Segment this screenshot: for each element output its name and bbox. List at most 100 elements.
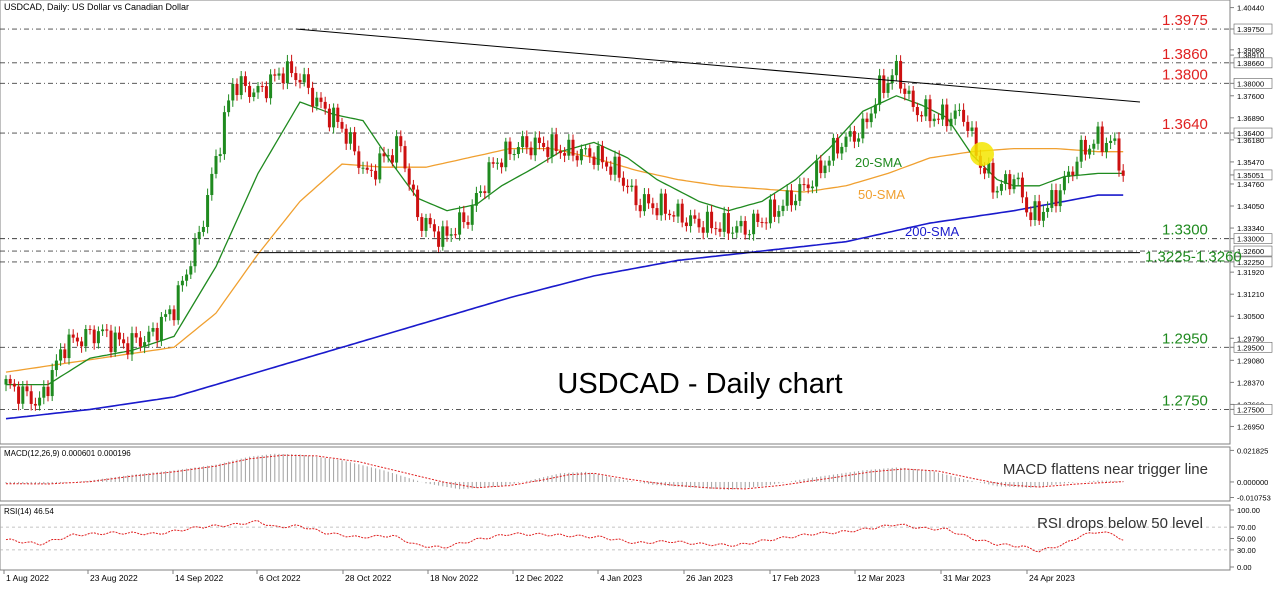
bear-candle: [340, 121, 344, 129]
bull-candle: [1012, 179, 1016, 190]
bull-candle: [441, 226, 445, 247]
bull-candle: [512, 154, 516, 156]
bear-candle: [500, 162, 504, 168]
bear-candle: [432, 224, 436, 232]
date-tick-label: 23 Aug 2022: [90, 573, 138, 583]
date-tick-label: 17 Feb 2023: [772, 573, 820, 583]
bear-candle: [1100, 126, 1104, 153]
crossover-highlight: [970, 142, 994, 166]
rsi-label: RSI(14) 46.54: [4, 507, 54, 516]
bear-candle: [374, 170, 378, 180]
bear-candle: [369, 169, 373, 171]
macd-tick-label: -0.010753: [1237, 493, 1271, 502]
bear-candle: [764, 222, 768, 224]
bear-candle: [558, 150, 562, 154]
bull-candle: [659, 193, 663, 216]
macd-panel: [0, 446, 1231, 502]
price-tick-box: [1233, 233, 1273, 244]
bear-candle: [420, 217, 424, 231]
bull-candle: [949, 118, 953, 127]
bear-candle: [928, 99, 932, 122]
bear-candle: [605, 162, 609, 167]
bull-candle: [495, 162, 499, 164]
bull-candle: [521, 136, 525, 148]
bull-candle: [59, 349, 63, 361]
price-tick-label: 1.39080: [1237, 46, 1264, 55]
bull-candle: [810, 186, 814, 189]
rsi-tick-label: 0.00: [1237, 563, 1252, 572]
price-tick-box: [1233, 245, 1273, 257]
bear-candle: [8, 378, 12, 384]
bull-candle: [1062, 176, 1066, 191]
bear-candle: [710, 211, 714, 229]
bear-candle: [122, 339, 126, 344]
bull-candle: [197, 231, 201, 239]
macd-annotation: MACD flattens near trigger line: [1003, 461, 1208, 478]
bear-candle: [701, 227, 705, 233]
bull-candle: [96, 331, 100, 344]
bear-candle: [806, 184, 810, 189]
bull-candle: [894, 60, 898, 76]
bull-candle: [1096, 126, 1100, 144]
bear-candle: [537, 137, 541, 143]
bear-candle: [802, 184, 806, 186]
bear-candle: [668, 213, 672, 216]
bull-candle: [722, 213, 726, 232]
bull-candle: [689, 215, 693, 227]
bull-candle: [953, 110, 957, 119]
bear-candle: [290, 61, 294, 74]
bear-candle: [29, 391, 33, 404]
rsi-tick-label: 50.00: [1237, 535, 1256, 544]
bull-candle: [214, 156, 218, 174]
price-tick-label: 1.36400: [1237, 129, 1264, 138]
bull-candle: [4, 378, 8, 385]
bull-candle: [378, 153, 382, 180]
trend-lines: [253, 28, 1141, 254]
date-tick-label: 26 Jan 2023: [686, 573, 733, 583]
bull-candle: [970, 127, 974, 131]
bear-candle: [638, 205, 642, 212]
price-tick-label: 1.40440: [1237, 4, 1264, 13]
bear-candle: [865, 118, 869, 123]
bull-candle: [147, 331, 151, 343]
date-tick-label: 14 Sep 2022: [175, 573, 223, 583]
bull-candle: [487, 162, 491, 194]
bull-candle: [159, 316, 163, 341]
bear-candle: [138, 337, 142, 347]
bull-candle: [84, 329, 88, 347]
price-tick-label: 1.35051: [1237, 171, 1264, 180]
bull-candle: [21, 386, 25, 404]
macd-series: [5, 453, 1124, 490]
bull-candle: [613, 156, 617, 175]
price-tick-label: 1.34760: [1237, 180, 1264, 189]
macd-tick-label: 0.000000: [1237, 478, 1268, 487]
price-tick-box: [1233, 256, 1273, 268]
rsi-annotation: RSI drops below 50 level: [1037, 515, 1203, 532]
bear-candle: [882, 75, 886, 93]
bull-candle: [1067, 171, 1071, 177]
bear-candle: [1117, 138, 1121, 171]
bull-candle: [168, 309, 172, 315]
sma20-label: 20-SMA: [855, 155, 902, 170]
date-tick-label: 28 Oct 2022: [345, 573, 392, 583]
bear-candle: [243, 76, 247, 86]
bear-candle: [411, 184, 415, 190]
price-tick-label: 1.36890: [1237, 114, 1264, 123]
bull-candle: [315, 97, 319, 107]
bear-candle: [743, 220, 747, 235]
bull-candle: [752, 213, 756, 235]
level-labels: 1.3975 1.3860 1.3800 1.3640 1.3300 1.3225-1.3…: [1145, 12, 1242, 409]
bear-candle: [760, 222, 764, 224]
bear-candle: [336, 107, 340, 122]
bear-candle: [294, 73, 298, 80]
bear-candle: [357, 151, 361, 168]
bear-candle: [80, 341, 84, 347]
bull-candle: [361, 167, 365, 169]
bull-candle: [873, 104, 877, 114]
bull-candle: [239, 76, 243, 96]
bull-candle: [781, 205, 785, 212]
level-label: 1.3225-1.3260: [1145, 248, 1242, 265]
bull-candle: [256, 85, 260, 93]
bull-candle: [584, 148, 588, 150]
bear-candle: [25, 386, 29, 392]
